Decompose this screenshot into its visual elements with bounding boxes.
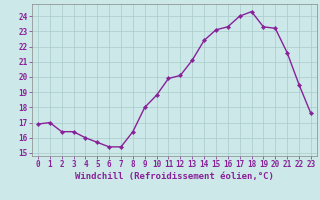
- X-axis label: Windchill (Refroidissement éolien,°C): Windchill (Refroidissement éolien,°C): [75, 172, 274, 181]
